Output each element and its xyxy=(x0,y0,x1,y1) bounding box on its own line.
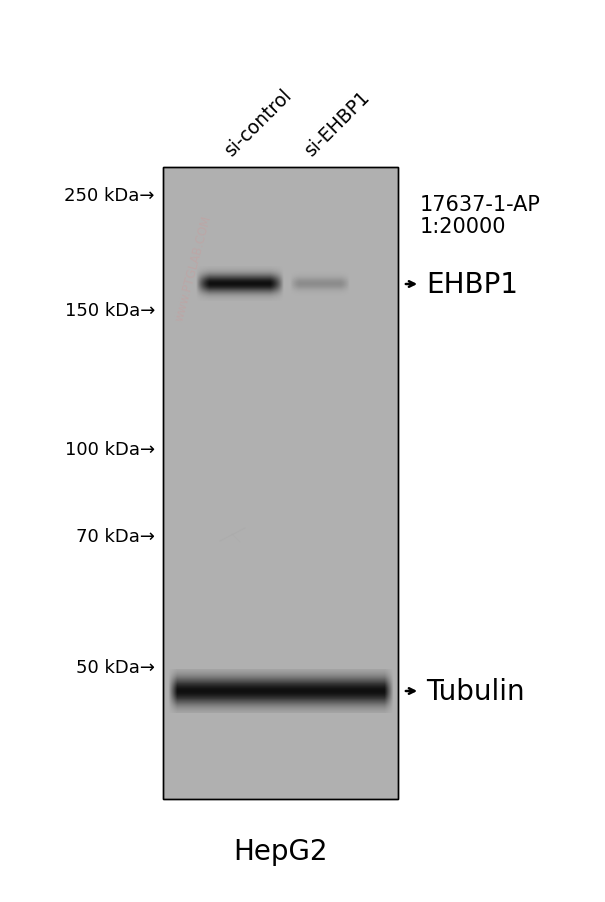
Text: si-control: si-control xyxy=(221,86,296,160)
Text: 70 kDa→: 70 kDa→ xyxy=(76,528,155,546)
Text: 250 kDa→: 250 kDa→ xyxy=(65,187,155,205)
Text: Tubulin: Tubulin xyxy=(426,677,525,705)
Bar xyxy=(163,168,398,799)
Text: 100 kDa→: 100 kDa→ xyxy=(65,440,155,458)
Text: 1:20000: 1:20000 xyxy=(420,216,506,236)
Text: 17637-1-AP: 17637-1-AP xyxy=(420,195,541,215)
Text: EHBP1: EHBP1 xyxy=(426,271,518,299)
Text: www.PTGLAB.COM: www.PTGLAB.COM xyxy=(173,214,214,322)
Text: HepG2: HepG2 xyxy=(233,837,327,865)
Bar xyxy=(163,168,398,799)
Text: 50 kDa→: 50 kDa→ xyxy=(76,658,155,676)
Text: si-EHBP1: si-EHBP1 xyxy=(301,87,374,160)
Text: 150 kDa→: 150 kDa→ xyxy=(65,301,155,319)
